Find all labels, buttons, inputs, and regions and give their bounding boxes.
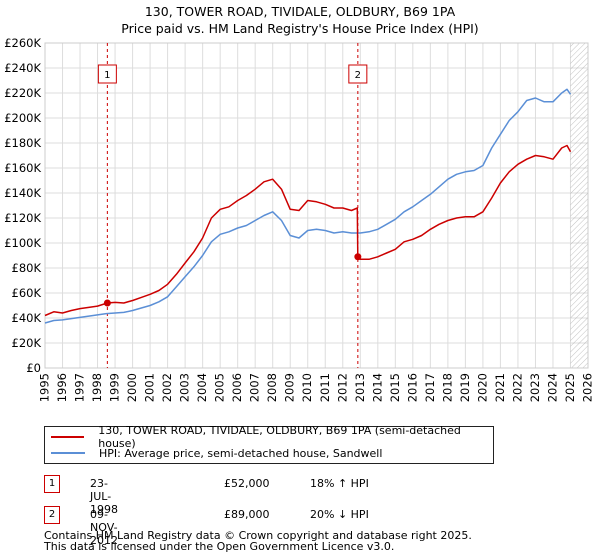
x-tick-label: 1998: [90, 373, 104, 402]
legend-swatch-price: [51, 436, 85, 438]
series-line-hpi: [44, 88, 572, 324]
x-tick-label: 2002: [160, 373, 174, 402]
x-tick-label: 2011: [318, 373, 332, 402]
x-tick-label: 2005: [213, 373, 227, 402]
x-tick-label: 2014: [370, 373, 384, 402]
y-tick-label: £160K: [4, 161, 41, 175]
y-tick-label: £60K: [12, 286, 42, 300]
transaction-marker-label: 1: [104, 70, 110, 81]
transaction-date: 23-JUL-1998: [90, 477, 118, 516]
transaction-date: 09-NOV-2012: [90, 508, 118, 547]
series-lines: [44, 88, 572, 324]
y-tick-label: £80K: [12, 261, 42, 275]
y-tick-label: £120K: [4, 211, 41, 225]
x-tick-label: 2003: [178, 373, 192, 402]
transaction-point: [103, 299, 111, 307]
chart-title-line2: Price paid vs. HM Land Registry's House …: [121, 21, 479, 36]
x-tick-label: 2019: [458, 373, 472, 402]
chart-grid: [44, 42, 589, 369]
x-tick-label: 1995: [38, 373, 52, 402]
x-tick-label: 2001: [143, 373, 157, 402]
x-tick-label: 2000: [125, 373, 139, 402]
series-line-price: [44, 144, 572, 317]
transaction-number-badge: 2: [44, 506, 60, 524]
transaction-marker-lines: [106, 43, 359, 368]
x-tick-label: 1999: [108, 373, 122, 402]
transaction-marker-box: [97, 64, 117, 84]
x-tick-label: 2023: [528, 373, 542, 402]
x-tick-label: 2009: [283, 373, 297, 402]
x-tick-label: 1997: [73, 373, 87, 402]
x-tick-label: 2017: [423, 373, 437, 402]
x-tick-label: 2025: [563, 373, 577, 402]
footer-line2: This data is licensed under the Open Gov…: [44, 540, 395, 553]
legend-label-price: 130, TOWER ROAD, TIVIDALE, OLDBURY, B69 …: [98, 424, 461, 450]
x-tick-label: 2016: [405, 373, 419, 402]
x-tick-label: 2020: [475, 373, 489, 402]
y-tick-label: £140K: [4, 186, 41, 200]
y-axis-ticks: £0 £20K £40K £60K £80K £100K £120K £140K £160K £1…: [4, 36, 41, 375]
future-hatch-region: [570, 43, 588, 368]
chart-title-line1: 130, TOWER ROAD, TIVIDALE, OLDBURY, B69 …: [144, 4, 456, 19]
x-tick-label: 2013: [353, 373, 367, 402]
legend-item-hpi: HPI: Average price, semi-detached house,…: [51, 445, 382, 461]
x-tick-label: 2022: [510, 373, 524, 402]
transaction-points: [103, 253, 362, 307]
x-tick-label: 2004: [195, 373, 209, 402]
x-tick-label: 2007: [248, 373, 262, 402]
x-tick-label: 2021: [493, 373, 507, 402]
y-tick-label: £100K: [4, 236, 41, 250]
transaction-price: £89,000: [224, 508, 270, 521]
x-tick-label: 2015: [388, 373, 402, 402]
chart-legend: 130, TOWER ROAD, TIVIDALE, OLDBURY, B69 …: [44, 424, 494, 464]
x-tick-label: 2006: [230, 373, 244, 402]
footer-line1: Contains HM Land Registry data © Crown c…: [44, 529, 472, 542]
x-tick-label: 2008: [265, 373, 279, 402]
transaction-marker-box: [348, 64, 368, 84]
y-tick-label: £220K: [4, 86, 41, 100]
y-tick-label: £260K: [4, 36, 41, 50]
x-axis-ticks: 1995 1996 1997 1998 1999 2000 2001 2002 2003 2004…: [38, 373, 595, 402]
x-tick-label: 2026: [581, 373, 595, 402]
y-tick-label: £40K: [12, 311, 42, 325]
transaction-number-badge: 1: [44, 475, 60, 493]
transaction-price: £52,000: [224, 477, 270, 490]
x-tick-label: 2024: [545, 373, 559, 402]
plot-frame: [44, 42, 589, 369]
y-tick-label: £180K: [4, 136, 41, 150]
y-tick-label: £240K: [4, 61, 41, 75]
transaction-hpi-diff: 20% ↓ HPI: [310, 508, 369, 521]
y-tick-label: £200K: [4, 111, 41, 125]
y-tick-label: £20K: [12, 336, 42, 350]
transaction-hpi-diff: 18% ↑ HPI: [310, 477, 369, 490]
legend-label-hpi: HPI: Average price, semi-detached house,…: [99, 446, 383, 460]
x-tick-label: 2018: [440, 373, 454, 402]
y-tick-label: £0: [26, 361, 41, 375]
x-tick-label: 2010: [300, 373, 314, 402]
x-tick-label: 2012: [335, 373, 349, 402]
legend-swatch-hpi: [51, 452, 85, 454]
transaction-point: [354, 253, 362, 261]
x-tick-label: 1996: [55, 373, 69, 402]
legend-item-price: 130, TOWER ROAD, TIVIDALE, OLDBURY, B69 …: [51, 424, 493, 450]
transaction-marker-label: 2: [355, 70, 361, 81]
footer: Contains HM Land Registry data © Crown c…: [44, 530, 472, 552]
